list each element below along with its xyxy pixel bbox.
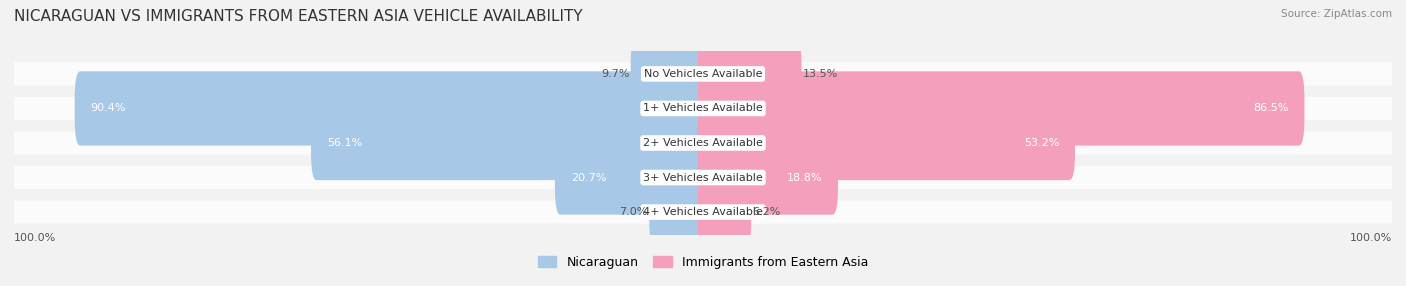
FancyBboxPatch shape: [311, 106, 709, 180]
FancyBboxPatch shape: [75, 71, 709, 146]
Text: 3+ Vehicles Available: 3+ Vehicles Available: [643, 172, 763, 182]
FancyBboxPatch shape: [11, 166, 1395, 189]
Text: 53.2%: 53.2%: [1024, 138, 1059, 148]
Text: 20.7%: 20.7%: [571, 172, 606, 182]
Text: 86.5%: 86.5%: [1253, 104, 1289, 114]
FancyBboxPatch shape: [11, 97, 1395, 120]
FancyBboxPatch shape: [697, 106, 1076, 180]
Text: 6.2%: 6.2%: [752, 207, 780, 217]
Text: 100.0%: 100.0%: [14, 233, 56, 243]
Text: NICARAGUAN VS IMMIGRANTS FROM EASTERN ASIA VEHICLE AVAILABILITY: NICARAGUAN VS IMMIGRANTS FROM EASTERN AS…: [14, 9, 582, 23]
FancyBboxPatch shape: [11, 62, 1395, 86]
Text: 90.4%: 90.4%: [90, 104, 127, 114]
Text: 56.1%: 56.1%: [326, 138, 363, 148]
FancyBboxPatch shape: [697, 37, 801, 111]
FancyBboxPatch shape: [11, 200, 1395, 224]
FancyBboxPatch shape: [11, 132, 1395, 154]
FancyBboxPatch shape: [697, 71, 1305, 146]
Text: 4+ Vehicles Available: 4+ Vehicles Available: [643, 207, 763, 217]
Text: 13.5%: 13.5%: [803, 69, 838, 79]
Text: 9.7%: 9.7%: [600, 69, 630, 79]
FancyBboxPatch shape: [697, 140, 838, 215]
FancyBboxPatch shape: [650, 175, 709, 249]
Text: 7.0%: 7.0%: [620, 207, 648, 217]
FancyBboxPatch shape: [631, 37, 709, 111]
Text: 18.8%: 18.8%: [787, 172, 823, 182]
FancyBboxPatch shape: [697, 175, 751, 249]
Text: 2+ Vehicles Available: 2+ Vehicles Available: [643, 138, 763, 148]
Text: 100.0%: 100.0%: [1350, 233, 1392, 243]
Text: 1+ Vehicles Available: 1+ Vehicles Available: [643, 104, 763, 114]
FancyBboxPatch shape: [555, 140, 709, 215]
Text: No Vehicles Available: No Vehicles Available: [644, 69, 762, 79]
Legend: Nicaraguan, Immigrants from Eastern Asia: Nicaraguan, Immigrants from Eastern Asia: [537, 255, 869, 269]
Text: Source: ZipAtlas.com: Source: ZipAtlas.com: [1281, 9, 1392, 19]
